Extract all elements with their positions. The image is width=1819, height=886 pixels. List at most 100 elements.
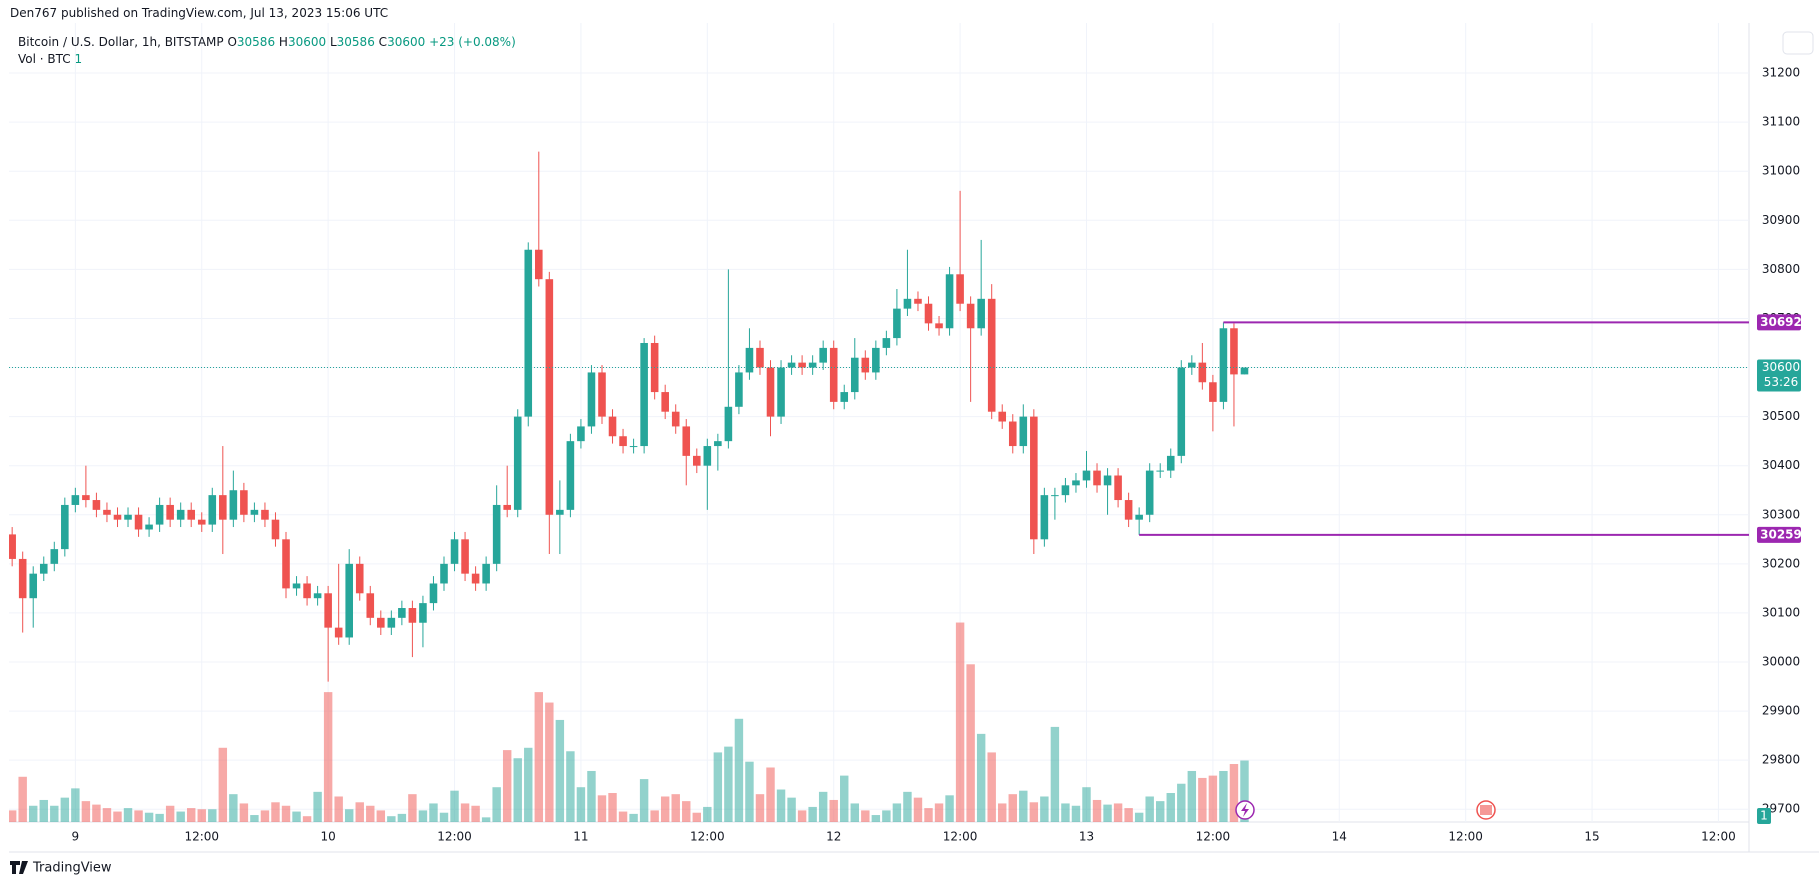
volume-bar — [987, 752, 996, 822]
volume-bar — [218, 747, 228, 822]
volume-bar — [1187, 770, 1197, 822]
x-tick-label: 12 — [826, 830, 841, 844]
volume-bar — [524, 747, 533, 822]
candle-body — [903, 298, 912, 309]
x-tick-label: 13 — [1079, 830, 1094, 844]
volume-bar — [976, 733, 986, 822]
volume-legend: Vol · BTC 1 — [18, 51, 516, 68]
volume-bar — [597, 795, 607, 822]
candle-body — [987, 298, 996, 412]
x-tick-label: 12:00 — [1196, 830, 1231, 844]
candle-body — [1198, 362, 1207, 383]
candle-body — [545, 279, 554, 515]
y-tick-label: 29900 — [1762, 704, 1800, 718]
candle-body — [692, 455, 701, 466]
volume-bar — [176, 811, 185, 822]
volume-bar — [450, 790, 459, 822]
volume-bar — [429, 803, 438, 822]
plot-area — [9, 151, 1749, 822]
candle-body — [355, 563, 364, 594]
candle-body — [187, 509, 196, 520]
volume-bar — [1145, 796, 1154, 822]
candle-body — [619, 436, 627, 447]
volume-bar — [113, 811, 122, 822]
x-tick-label: 12:00 — [184, 830, 219, 844]
candle-body — [914, 298, 922, 304]
price-level-label: 30259 — [1760, 527, 1802, 541]
volume-bar — [724, 746, 733, 822]
volume-bar — [755, 794, 765, 822]
volume-bar — [313, 791, 322, 822]
volume-bar — [376, 810, 386, 822]
volume-value: 1 — [74, 52, 83, 66]
candle-body — [1114, 475, 1122, 501]
candle-body — [1103, 475, 1112, 486]
candle-body — [61, 504, 69, 550]
candle-body — [640, 342, 648, 447]
volume-bar — [418, 810, 428, 822]
y-tick-label: 31200 — [1762, 66, 1800, 80]
candle-body — [1177, 367, 1186, 456]
toolbar-button[interactable] — [1782, 31, 1814, 55]
candle-body — [219, 495, 227, 520]
candle-body — [1124, 500, 1133, 520]
volume-bar — [481, 817, 491, 822]
volume-bar — [576, 787, 586, 822]
candle-body — [334, 627, 343, 638]
y-tick-label: 30000 — [1762, 655, 1800, 669]
candle-body — [176, 509, 185, 520]
volume-bar — [955, 622, 965, 822]
volume-bar — [39, 799, 48, 822]
volume-bar — [1050, 726, 1060, 822]
volume-bar — [1103, 804, 1112, 822]
candle-body — [1040, 495, 1049, 540]
candle-body — [893, 308, 901, 339]
volume-bar — [134, 810, 143, 822]
symbol-legend: Bitcoin / U.S. Dollar, 1h, BITSTAMP O305… — [18, 34, 516, 51]
volume-bar — [618, 811, 628, 822]
y-tick-label: 30200 — [1762, 556, 1800, 570]
price-level-label: 30692 — [1760, 315, 1802, 329]
candle-body — [1082, 470, 1091, 481]
y-tick-label: 30800 — [1762, 262, 1800, 276]
volume-bar — [71, 788, 80, 822]
ohlc-label: L — [329, 35, 337, 49]
candle-body — [714, 441, 722, 447]
x-tick-label: 10 — [320, 830, 335, 844]
candle-body — [861, 357, 870, 373]
volume-bar — [302, 816, 312, 822]
volume-bar — [660, 796, 670, 822]
publish-info: Den767 published on TradingView.com, Jul… — [10, 6, 389, 20]
candle-body — [503, 504, 511, 510]
volume-bar — [703, 806, 712, 822]
x-tick-label: 12:00 — [1701, 830, 1736, 844]
price-level-label-bg — [1757, 526, 1801, 543]
candle-body — [829, 347, 838, 402]
ohlc-label: C — [378, 35, 388, 49]
candle-body — [482, 563, 490, 584]
candle-body — [703, 446, 712, 466]
candle-body — [292, 583, 301, 589]
volume-bar — [671, 794, 680, 822]
candle-body — [577, 426, 585, 442]
volume-bar — [776, 789, 786, 822]
candle-body — [587, 372, 596, 427]
brand-logo — [10, 861, 28, 874]
x-tick-label: 15 — [1584, 830, 1599, 844]
volume-bar — [945, 795, 954, 822]
volume-bar — [102, 808, 112, 822]
candle-body — [408, 608, 417, 623]
symbol-title: Bitcoin / U.S. Dollar, 1h, BITSTAMP — [18, 35, 224, 49]
volume-bar — [1166, 793, 1175, 822]
volume-bar — [840, 775, 849, 822]
candle-body — [1019, 416, 1028, 447]
volume-bar — [766, 767, 775, 822]
volume-bar — [861, 810, 870, 822]
volume-bar — [1092, 799, 1102, 822]
candle-body — [461, 539, 469, 574]
candle-body — [1188, 362, 1196, 368]
candle-body — [29, 573, 38, 599]
volume-bar — [692, 812, 701, 822]
volume-bar — [587, 770, 596, 822]
